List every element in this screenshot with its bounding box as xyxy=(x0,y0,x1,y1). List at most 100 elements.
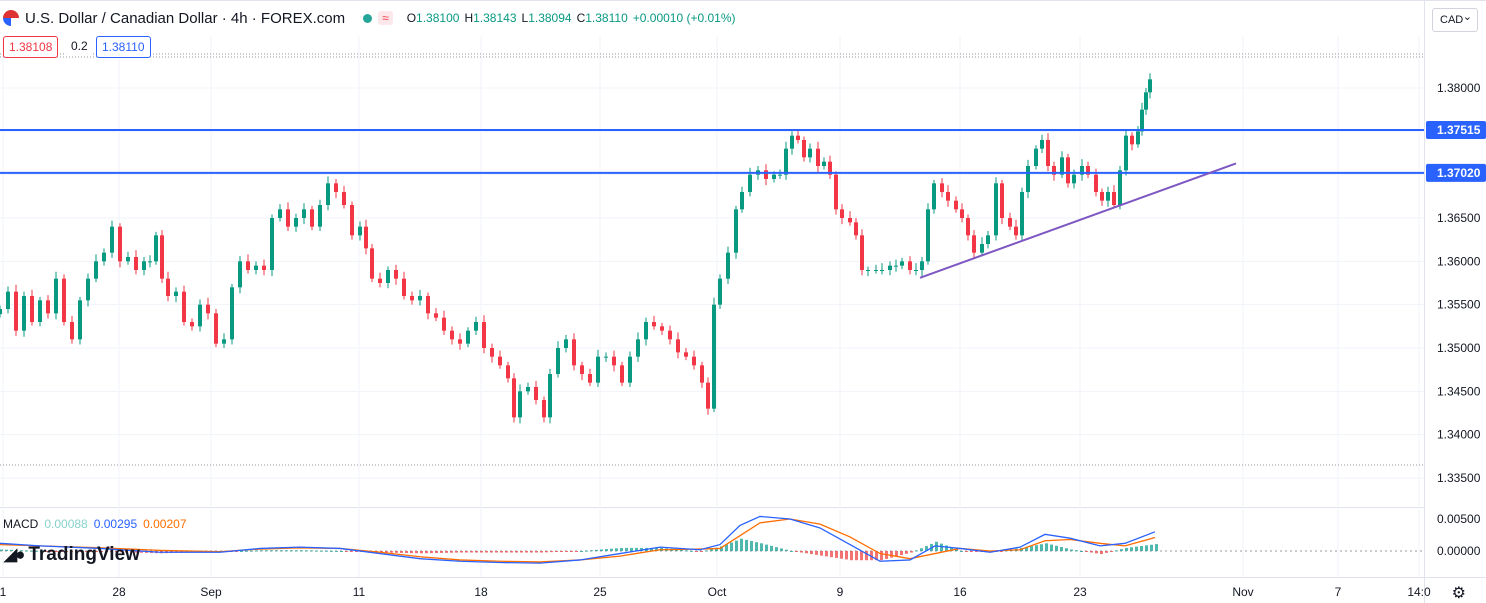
price-tick-label: 1.36000 xyxy=(1437,254,1481,268)
macd-histogram-bar xyxy=(270,550,273,552)
macd-histogram-bar xyxy=(250,550,253,552)
macd-histogram-bar xyxy=(425,551,428,554)
level-price-tag xyxy=(1426,163,1486,182)
macd-histogram-bar xyxy=(460,551,463,553)
macd-histogram-bar xyxy=(705,550,708,552)
candle-body xyxy=(620,365,624,383)
macd-histogram-bar xyxy=(570,551,573,552)
macd-histogram-bar xyxy=(610,548,613,551)
candle-body xyxy=(518,391,522,418)
candle-body xyxy=(772,174,776,179)
currency-select[interactable]: CAD xyxy=(1432,6,1478,32)
candle-body xyxy=(1140,109,1144,132)
usd-cad-flag-icon xyxy=(3,10,19,26)
macd-histogram-bar xyxy=(1035,545,1038,551)
macd-histogram-bar xyxy=(1025,547,1028,551)
macd-histogram-bar xyxy=(700,551,703,552)
macd-histogram-bar xyxy=(750,541,753,551)
price-tick-label: 1.34500 xyxy=(1437,384,1481,398)
macd-histogram-bar xyxy=(380,551,383,553)
macd-histogram-bar xyxy=(580,551,583,552)
macd-histogram-bar xyxy=(90,551,93,552)
candle-body xyxy=(1046,140,1050,166)
candle-body xyxy=(118,226,122,262)
macd-histogram-bar xyxy=(335,550,338,552)
candle-body xyxy=(506,365,510,379)
macd-histogram-bar xyxy=(535,551,538,553)
candle-body xyxy=(22,296,26,331)
candle-body xyxy=(1124,135,1128,171)
macd-histogram-bar xyxy=(330,550,333,552)
candle-body xyxy=(796,135,800,140)
candle-body xyxy=(1148,79,1152,93)
candle-body xyxy=(1112,192,1116,205)
time-axis[interactable]: 1 28 Sep 11 18 25 Oct 9 16 23 Nov 7 14:0 xyxy=(0,585,1431,599)
macd-tick-label: 0.00000 xyxy=(1437,544,1481,558)
candle-body xyxy=(908,261,912,270)
macd-histogram-bar xyxy=(765,544,768,551)
macd-histogram-bar xyxy=(690,550,693,552)
macd-histogram-bar xyxy=(1095,551,1098,554)
candle-body xyxy=(450,330,454,340)
candle-body xyxy=(932,183,936,210)
candle-body xyxy=(394,270,398,279)
macd-histogram-bar xyxy=(265,550,268,552)
candle-body xyxy=(278,209,282,218)
candle-body xyxy=(986,235,990,244)
macd-histogram-bar xyxy=(480,551,483,553)
candle-body xyxy=(684,352,688,357)
macd-histogram-bar xyxy=(600,549,603,551)
macd-histogram-bar xyxy=(720,546,723,551)
candle-body xyxy=(1052,166,1056,175)
macd-histogram-bar xyxy=(385,551,388,553)
candle-body xyxy=(668,330,672,340)
candle-body xyxy=(1026,166,1030,192)
macd-histogram-bar xyxy=(785,549,788,551)
buy-button[interactable]: 1.38110 xyxy=(96,36,151,58)
candle-body xyxy=(166,278,170,296)
candle-body xyxy=(880,270,884,271)
candle-body xyxy=(588,374,592,383)
macd-histogram-bar xyxy=(75,551,78,552)
sell-button[interactable]: 1.38108 xyxy=(3,36,59,58)
candle-body xyxy=(1008,218,1012,227)
candle-body xyxy=(726,252,730,279)
candle-body xyxy=(556,348,560,374)
level-price-tag xyxy=(1426,121,1486,140)
macd-histogram-bar xyxy=(950,547,953,551)
macd-histogram-bar xyxy=(420,551,423,554)
macd-histogram-bar xyxy=(960,551,963,552)
candle-body xyxy=(126,257,130,262)
candle-body xyxy=(410,296,414,301)
settings-icon[interactable]: ⚙ xyxy=(1451,585,1466,602)
macd-histogram-bar xyxy=(390,551,393,553)
candle-body xyxy=(914,270,918,271)
delayed-data-icon[interactable]: ≈ xyxy=(378,11,393,25)
candle-body xyxy=(214,313,218,344)
macd-histogram-bar xyxy=(1030,546,1033,551)
candle-body xyxy=(534,387,538,400)
ohlc-close: C1.38110 xyxy=(576,11,628,25)
macd-histogram-bar xyxy=(60,551,63,552)
macd-histogram-bar xyxy=(810,551,813,555)
spread-value: 0.2 xyxy=(66,36,93,56)
price-axis[interactable]: 1.380001.375001.370001.365001.360001.355… xyxy=(1426,81,1486,558)
candle-body xyxy=(676,339,680,353)
candle-body xyxy=(70,322,74,340)
macd-histogram-bar xyxy=(110,551,113,553)
macd-histogram-bar xyxy=(805,551,808,554)
tradingview-logo[interactable]: ◢● TradingView xyxy=(4,544,140,566)
logo-text: TradingView xyxy=(28,544,140,565)
macd-histogram-bar xyxy=(400,551,403,553)
macd-histogram-bar xyxy=(300,550,303,552)
symbol-title[interactable]: U.S. Dollar / Canadian Dollar · 4h · FOR… xyxy=(25,9,346,27)
candle-body xyxy=(596,356,600,383)
macd-title[interactable]: MACD xyxy=(3,517,39,531)
candle-body xyxy=(190,322,194,327)
macd-hist-value: 0.00088 xyxy=(44,517,88,531)
price-change: +0.00010 (+0.01%) xyxy=(632,11,736,25)
macd-histogram-bar xyxy=(435,551,438,554)
macd-histogram-bar xyxy=(820,551,823,556)
market-open-icon xyxy=(363,13,373,23)
